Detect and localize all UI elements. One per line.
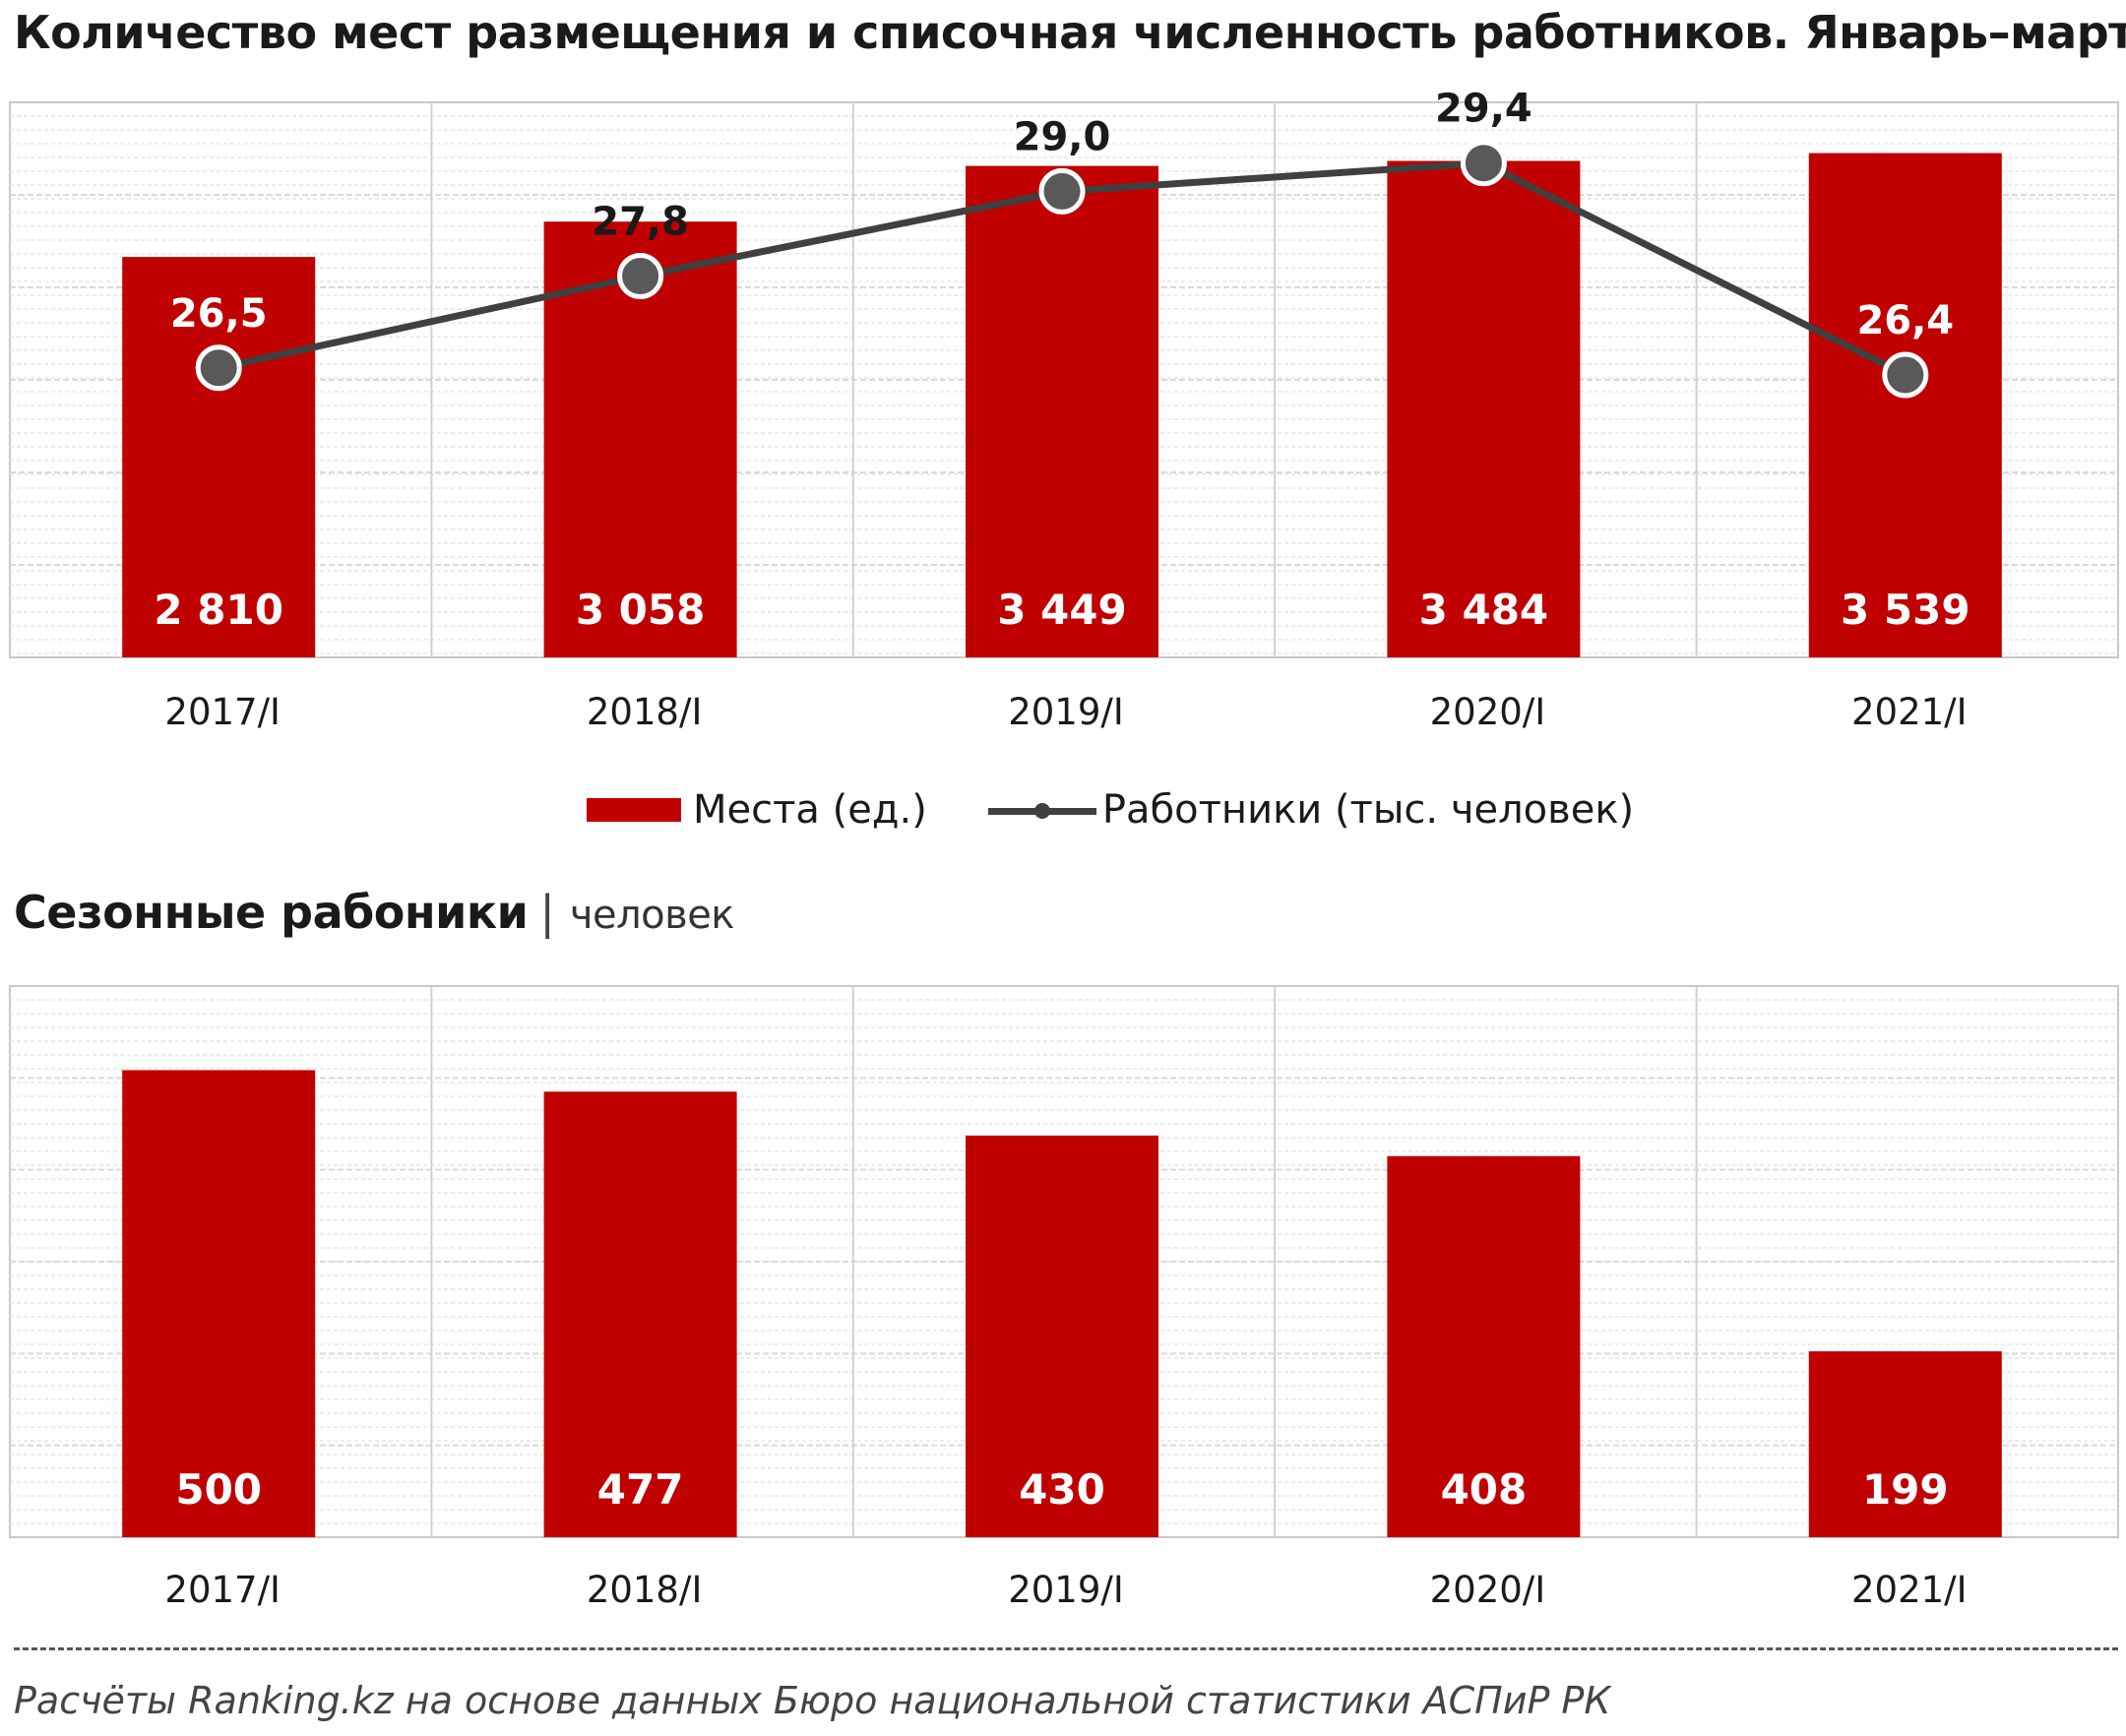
bar (966, 1135, 1158, 1537)
title-separator: | (539, 886, 555, 939)
x-tick-label: 2018/I (587, 691, 703, 733)
line-point (1460, 140, 1507, 187)
bottom-chart: 500 2017/I 477 2018/I 430 2019/I 408 2020/I 199 2… (9, 985, 2119, 1611)
x-tick-label: 2021/I (1851, 691, 1968, 733)
x-tick-label: 2020/I (1430, 691, 1546, 733)
x-tick-label: 2017/I (164, 691, 281, 733)
bar-value-label: 430 (1019, 1465, 1105, 1514)
bar (543, 1091, 737, 1537)
bar-value-label: 3 484 (1419, 586, 1549, 634)
bar (122, 257, 316, 657)
bar-value-label: 3 058 (576, 586, 706, 634)
legend-line-swatch (987, 795, 1096, 825)
bar-value-label: 477 (597, 1465, 684, 1514)
line-value-label: 26,4 (1856, 298, 1954, 343)
line-point (617, 253, 664, 300)
legend-bar-swatch (587, 798, 681, 822)
legend-bar-label: Места (ед.) (693, 787, 927, 833)
bar (1808, 153, 2002, 657)
bar (1808, 1351, 2002, 1537)
legend: Места (ед.) Работники (тыс. человек) (587, 787, 1634, 833)
second-chart-unit: человек (569, 893, 735, 938)
x-tick-label: 2018/I (587, 1569, 703, 1611)
line-value-label: 29,4 (1435, 87, 1532, 132)
chart-title: Количество мест размещения и списочная ч… (14, 6, 2126, 59)
source-note: Расчёты Ranking.kz на основе данных Бюро… (14, 1679, 1611, 1722)
x-tick-label: 2019/I (1008, 1569, 1124, 1611)
bar-value-label: 2 810 (154, 586, 283, 634)
line-value-label: 27,8 (592, 200, 689, 245)
top-chart: 2 810 2017/I 3 058 2018/I 3 449 2019/I 3 484 20… (9, 87, 2119, 733)
line-point (1882, 351, 1929, 399)
bar (122, 1070, 316, 1537)
bar (1387, 1155, 1581, 1537)
bar-value-label: 3 449 (997, 586, 1127, 634)
legend-line-label: Работники (тыс. человек) (1101, 787, 1635, 833)
line-point (195, 344, 242, 392)
bar (1387, 160, 1581, 657)
bar-value-label: 199 (1862, 1465, 1949, 1514)
x-tick-label: 2020/I (1430, 1569, 1546, 1611)
bar-value-label: 3 539 (1841, 586, 1970, 634)
line-value-label: 26,5 (170, 291, 268, 337)
x-tick-label: 2019/I (1008, 691, 1124, 733)
line-value-label: 29,0 (1014, 114, 1111, 159)
x-tick-label: 2021/I (1851, 1569, 1968, 1611)
second-chart-title: Сезонные рабоники | человек (14, 886, 734, 939)
bar-value-label: 408 (1441, 1465, 1528, 1514)
bar-value-label: 500 (175, 1465, 262, 1514)
x-tick-label: 2017/I (164, 1569, 281, 1611)
bar (966, 165, 1158, 658)
divider (14, 1647, 2118, 1650)
second-chart-title-main: Сезонные рабоники (14, 886, 529, 939)
line-point (1038, 167, 1086, 215)
